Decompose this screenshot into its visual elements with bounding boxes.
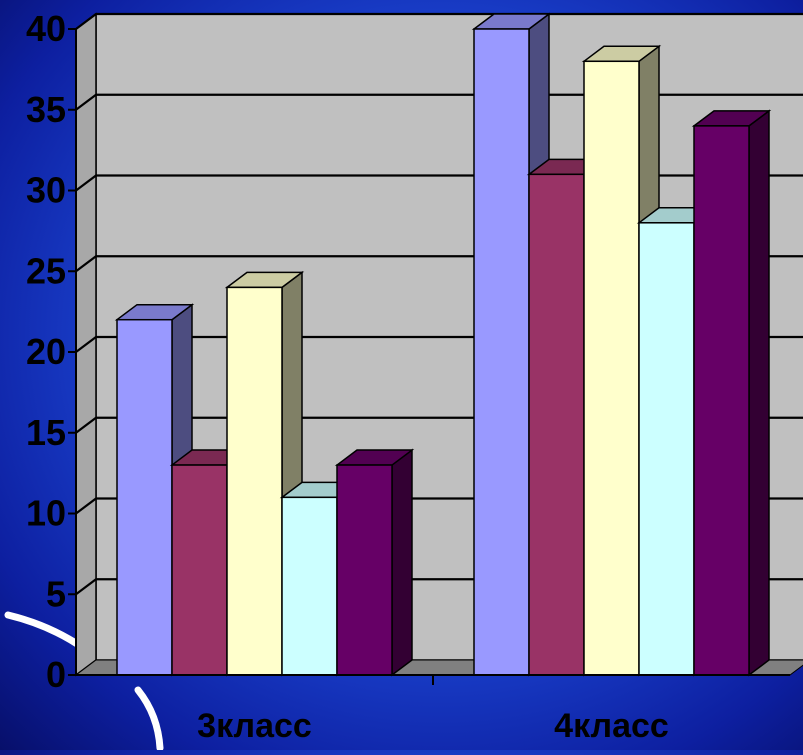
gridline: [75, 93, 803, 111]
y-axis-tick-labels: 0 5 10 15 20 25 30 35 40: [26, 8, 66, 695]
axes: [68, 28, 790, 685]
y-tick-label: 15: [26, 412, 66, 453]
y-tick-label: 20: [26, 331, 66, 372]
x-axis-category-labels: 3класс 4класс: [197, 707, 669, 745]
y-tick-label: 10: [26, 493, 66, 534]
bars: [114, 12, 772, 677]
y-tick-label: 0: [46, 654, 66, 695]
y-tick-label: 5: [46, 573, 66, 614]
y-tick-label: 30: [26, 170, 66, 211]
y-tick-label: 25: [26, 250, 66, 291]
gridline: [75, 12, 803, 30]
x-category-label: 4класс: [554, 707, 669, 745]
x-category-label: 3класс: [197, 707, 312, 745]
bar: [334, 448, 415, 677]
bar: [691, 109, 772, 677]
y-tick-label: 40: [26, 8, 66, 49]
y-tick-label: 35: [26, 89, 66, 130]
